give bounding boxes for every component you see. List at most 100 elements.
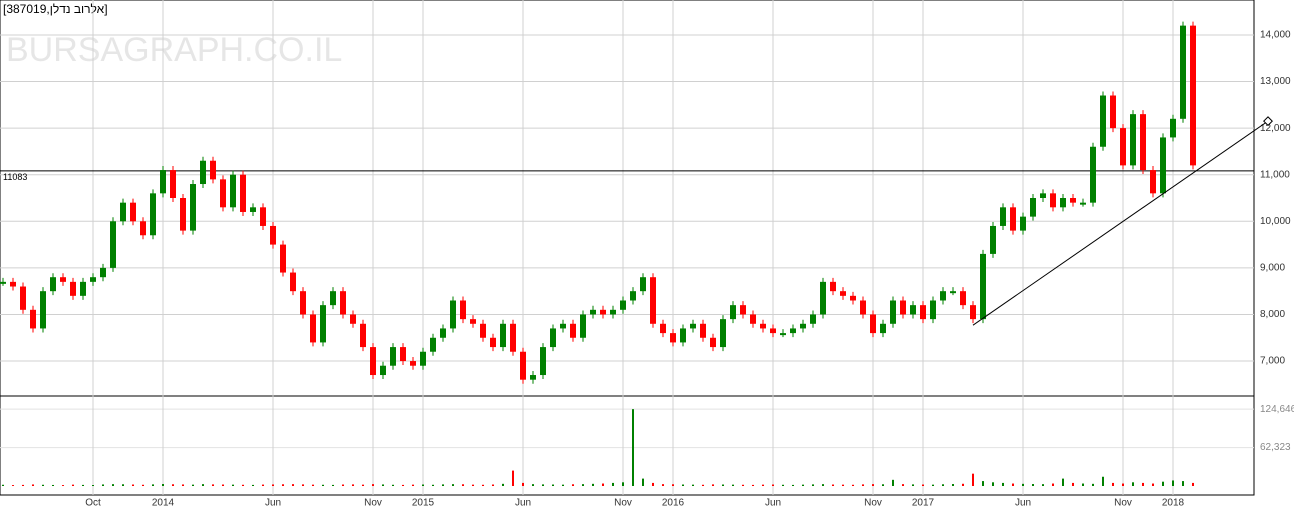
volume-bar: [1122, 483, 1124, 486]
candle: [610, 309, 616, 315]
x-tick-label: 2017: [912, 498, 935, 509]
volume-bar: [472, 484, 474, 486]
volume-bar: [432, 484, 434, 486]
candle: [660, 323, 666, 334]
volume-bar: [262, 484, 264, 486]
volume-bar: [42, 484, 44, 486]
candle: [350, 314, 356, 324]
volume-bar: [1162, 481, 1164, 486]
volume-bar: [342, 484, 344, 486]
volume-bar: [332, 484, 334, 486]
candle: [840, 291, 846, 296]
volume-bar: [902, 484, 904, 486]
candle: [260, 207, 266, 226]
candle: [20, 286, 26, 310]
candle: [100, 267, 106, 278]
x-tick-label: Nov: [364, 498, 382, 509]
volume-bar: [922, 484, 924, 486]
candle: [90, 277, 96, 282]
volume-bar: [282, 484, 284, 486]
candle: [700, 323, 706, 338]
volume-bar: [732, 484, 734, 486]
candle: [80, 281, 86, 296]
volume-bar: [122, 484, 124, 486]
candle: [590, 309, 596, 315]
candle: [380, 365, 386, 376]
candle: [1040, 193, 1046, 198]
candle: [900, 300, 906, 315]
candle: [130, 202, 136, 222]
y-tick-label: 9,000: [1260, 263, 1285, 274]
volume-bar: [382, 484, 384, 486]
candle: [510, 323, 516, 352]
candle: [220, 179, 226, 208]
volume-bar: [112, 484, 114, 486]
volume-bar: [52, 484, 54, 486]
candle: [120, 202, 126, 222]
volume-bar: [222, 484, 224, 486]
candle: [860, 300, 866, 315]
candle: [30, 309, 36, 329]
volume-bar: [1112, 482, 1114, 486]
x-tick-label: 2018: [1162, 498, 1185, 509]
candle: [200, 160, 206, 185]
candle: [150, 193, 156, 236]
candle: [430, 337, 436, 352]
volume-bar: [292, 484, 294, 486]
volume-bar: [202, 484, 204, 486]
candle: [470, 319, 476, 324]
volume-bar: [192, 484, 194, 486]
volume-bar: [302, 484, 304, 486]
volume-bar: [702, 484, 704, 486]
candle: [410, 361, 416, 366]
volume-bar: [1012, 483, 1014, 486]
volume-bar: [22, 484, 24, 486]
volume-bar: [782, 484, 784, 486]
y-tick-label: 7,000: [1260, 356, 1285, 367]
volume-bar: [72, 484, 74, 486]
candle: [1000, 207, 1006, 226]
volume-bar: [212, 484, 214, 486]
volume-bar: [352, 484, 354, 486]
volume-bar: [752, 484, 754, 486]
x-tick-label: Oct: [85, 498, 101, 509]
candle: [920, 305, 926, 320]
candle: [480, 323, 486, 338]
candle: [970, 305, 976, 320]
candle: [980, 253, 986, 320]
x-tick-label: Jun: [515, 498, 531, 509]
volume-bar: [662, 484, 664, 486]
volume-bar: [1132, 482, 1134, 486]
volume-bar: [742, 484, 744, 486]
candle: [1050, 193, 1056, 208]
volume-bar: [392, 484, 394, 486]
candle: [230, 174, 236, 208]
candle: [140, 221, 146, 236]
candle: [1170, 118, 1176, 138]
candle: [630, 291, 636, 301]
y-tick-label: 62,323: [1260, 442, 1291, 453]
candle: [600, 309, 606, 315]
candle: [620, 300, 626, 310]
candle: [940, 291, 946, 301]
x-tick-label: 2015: [412, 498, 435, 509]
volume-bar: [232, 484, 234, 486]
candle: [1110, 95, 1116, 129]
volume-bar: [312, 484, 314, 486]
volume-bar: [1042, 484, 1044, 486]
candle: [240, 174, 246, 212]
candle: [570, 323, 576, 338]
candle: [870, 314, 876, 334]
candle: [360, 323, 366, 348]
x-tick-label: Nov: [614, 498, 632, 509]
candle: [440, 328, 446, 338]
candle: [1080, 202, 1086, 205]
candle: [690, 323, 696, 329]
candle: [640, 277, 646, 292]
volume-bar: [832, 484, 834, 486]
candle: [580, 314, 586, 338]
volume-bar: [882, 484, 884, 486]
candle: [670, 333, 676, 343]
y-tick-label: 11,000: [1260, 169, 1290, 180]
